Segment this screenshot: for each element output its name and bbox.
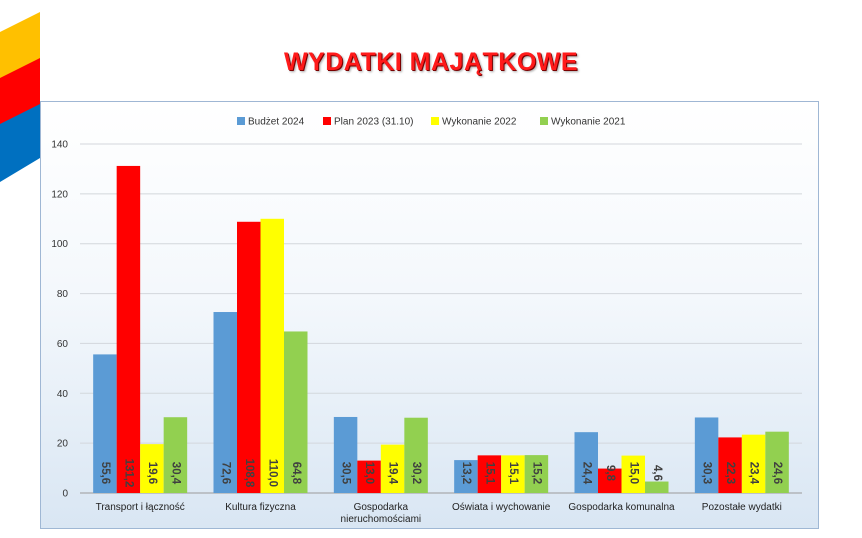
x-tick-label: Gospodarka (354, 502, 409, 513)
y-tick-label: 20 (57, 439, 69, 450)
bar (333, 416, 358, 493)
bar (380, 444, 405, 493)
data-label: 9,8 (604, 465, 616, 482)
data-label: 15,0 (627, 462, 639, 484)
y-tick-label: 60 (57, 339, 69, 350)
data-label: 30,2 (410, 462, 422, 484)
bar-chart: 0 20 40 60 80 100 120 140 55,6 72,6 30,5 13,2 24,4 30… (51, 117, 802, 525)
bar (213, 312, 237, 493)
bar (93, 354, 117, 493)
bar (694, 417, 719, 493)
data-label: 22,3 (724, 462, 736, 484)
legend-swatch (237, 117, 245, 125)
bar (741, 434, 766, 493)
data-label: 72,6 (219, 462, 231, 484)
data-label: 15,1 (507, 462, 519, 485)
data-label: 131,2 (122, 459, 134, 488)
bar (404, 417, 428, 493)
bar (524, 455, 549, 493)
data-label: 64,8 (290, 462, 302, 485)
data-label: 55,6 (99, 462, 111, 484)
data-label: 30,5 (340, 462, 352, 485)
data-label: 15,1 (483, 462, 495, 485)
bar (574, 432, 598, 493)
x-tick-label: Oświata i wychowanie (452, 502, 551, 513)
bar (357, 460, 381, 493)
bar (260, 218, 284, 493)
bar (621, 455, 645, 493)
data-label: 15,2 (530, 462, 542, 484)
data-label: 19,6 (146, 462, 158, 484)
decor-stripe (0, 104, 40, 182)
data-label: 4,6 (651, 465, 663, 481)
legend-swatch (431, 117, 439, 125)
bar (477, 455, 502, 493)
y-tick-label: 140 (51, 140, 68, 151)
bar (454, 460, 478, 493)
bar (598, 468, 622, 493)
data-label: 13,0 (363, 462, 375, 484)
legend-label: Plan 2023 (31.10) (334, 117, 414, 128)
data-label: 110,0 (266, 459, 278, 487)
bar (718, 437, 742, 493)
bar (284, 331, 308, 493)
bar (501, 455, 525, 493)
legend-label: Budżet 2024 (248, 117, 305, 128)
data-label: 13,2 (460, 462, 472, 484)
data-label: 30,4 (169, 462, 181, 485)
bar (116, 165, 141, 493)
bar (765, 431, 789, 493)
x-tick-label: Transport i łączność (96, 502, 185, 513)
y-tick-label: 0 (62, 489, 68, 500)
y-tick-label: 120 (51, 189, 68, 200)
data-label: 108,8 (243, 459, 255, 488)
bar (237, 221, 261, 493)
y-tick-label: 80 (57, 289, 69, 300)
page-title: WYDATKI MAJĄTKOWE (283, 48, 579, 76)
x-tick-label: Gospodarka komunalna (568, 502, 675, 513)
bar (163, 417, 188, 493)
x-tick-label: Kultura fizyczna (225, 502, 296, 513)
data-label: 19,4 (387, 462, 399, 485)
chart-panel: 0 20 40 60 80 100 120 140 55,6 72,6 30,5 13,2 24,4 30… (40, 101, 819, 529)
data-label: 24,4 (580, 462, 592, 485)
x-tick-label: Pozostałe wydatki (702, 502, 782, 513)
corner-decoration (0, 12, 40, 182)
legend-label: Wykonanie 2021 (551, 117, 626, 128)
y-tick-label: 100 (51, 239, 68, 250)
bar (140, 444, 164, 493)
legend-swatch (540, 117, 548, 125)
bar (645, 481, 669, 493)
legend-swatch (323, 117, 331, 125)
data-label: 30,3 (701, 462, 713, 484)
legend-label: Wykonanie 2022 (442, 117, 517, 128)
data-label: 23,4 (748, 462, 760, 485)
y-tick-label: 40 (57, 389, 69, 400)
data-label: 24,6 (771, 462, 783, 484)
x-tick-label: nieruchomościami (341, 514, 422, 525)
